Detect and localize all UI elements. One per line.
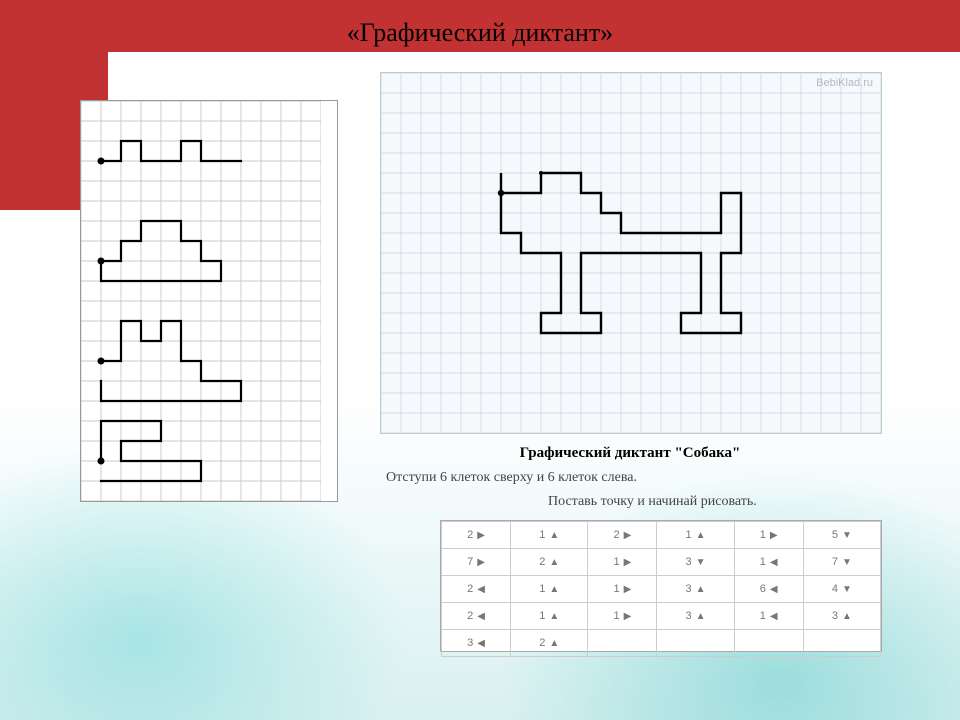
left-grid-svg [81, 101, 321, 501]
instruction-2: Поставь точку и начинай рисовать. [548, 494, 757, 510]
watermark: BebiKlad.ru [816, 77, 873, 89]
steps-table-box: 2▶1▲2▶1▲1▶5▼7▶2▲1▶3▼1◀7▼2◀1▲1▶3▲6◀4▼2◀1▲… [440, 520, 882, 652]
left-grid-panel [80, 100, 338, 502]
steps-table: 2▶1▲2▶1▲1▶5▼7▶2▲1▶3▼1◀7▼2◀1▲1▶3▲6◀4▼2◀1▲… [441, 521, 881, 657]
right-grid-svg [381, 73, 881, 433]
subtitle: Графический диктант "Собака" [380, 445, 880, 462]
right-grid-panel: BebiKlad.ru [380, 72, 882, 434]
page-title: «Графический диктант» [0, 18, 960, 48]
instruction-1: Отступи 6 клеток сверху и 6 клеток слева… [386, 470, 637, 486]
